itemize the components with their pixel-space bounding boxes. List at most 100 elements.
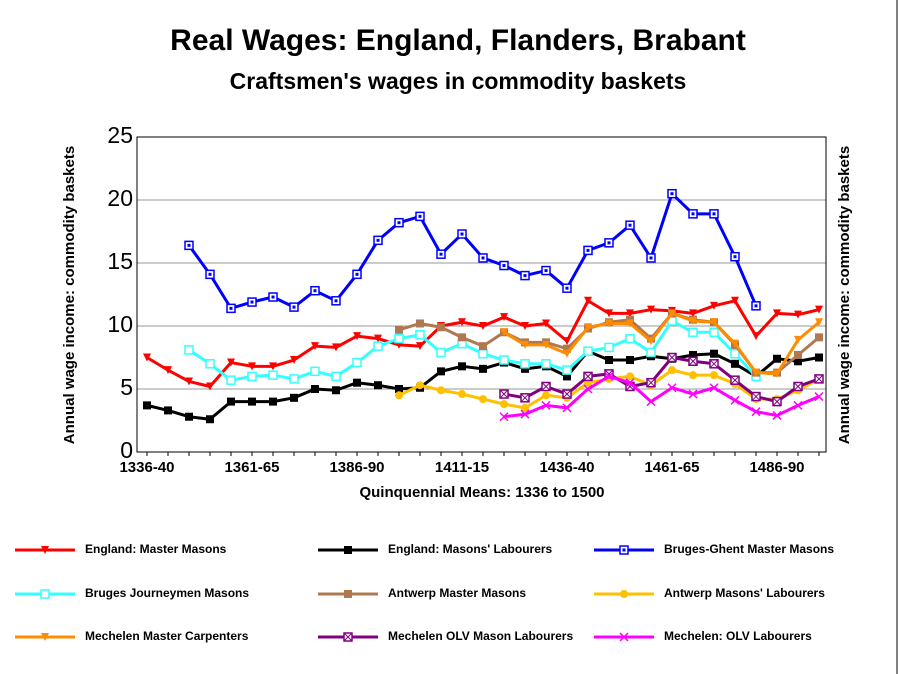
marker-part [460,232,464,236]
y-tick-label: 25 [107,122,133,148]
marker [625,378,635,388]
marker-part [647,305,655,314]
marker-part [205,359,215,369]
marker-part [689,309,697,318]
marker [668,309,676,318]
marker-part [208,272,212,276]
marker-part [542,391,550,400]
marker [458,318,466,327]
marker [688,327,698,338]
marker [751,407,761,417]
marker [416,342,424,351]
marker [206,415,214,424]
marker-part [815,318,823,327]
marker-part [689,371,697,380]
marker [374,334,382,343]
marker-part [437,386,445,395]
marker-part [352,357,362,368]
marker [620,590,628,598]
marker-part [248,362,256,371]
marker-part [479,395,487,404]
marker-part [247,371,257,382]
marker-part [311,385,319,393]
marker-part [646,347,656,358]
marker [269,362,277,371]
marker [667,383,677,393]
marker [709,327,719,338]
marker-part [269,362,277,371]
marker-part [481,256,485,260]
marker-part [479,342,487,351]
marker-part [605,319,613,328]
marker [458,390,466,399]
marker-part [646,378,656,388]
x-tick-label: 1336-40 [119,459,174,476]
marker-part [187,243,191,247]
x-tick-label: 1361-65 [224,459,279,476]
marker [646,347,656,358]
marker [626,372,634,381]
marker [227,397,235,406]
marker-part [815,305,823,314]
marker-part [502,264,506,268]
marker-part [437,367,445,376]
marker-part [752,368,760,377]
marker-part [712,212,716,216]
marker [458,333,466,342]
marker [752,368,760,377]
marker [206,382,214,391]
marker-part [269,397,277,406]
marker [542,319,550,328]
marker-part [458,362,466,371]
marker [437,367,445,376]
marker-part [395,325,403,334]
marker-part [773,309,781,318]
marker-part [521,364,529,373]
marker-part [271,295,275,299]
marker-part [416,381,424,390]
marker [563,372,571,381]
marker-part [185,412,193,421]
marker-part [544,269,548,273]
marker [437,323,445,332]
marker-part [794,357,802,366]
marker-part [374,334,382,343]
marker-part [688,327,698,338]
marker-part [626,372,634,381]
marker [41,546,49,554]
marker-part [605,309,613,318]
marker [541,359,551,369]
marker-part [668,366,676,375]
x-tick-label: 1461-65 [644,459,699,476]
legend-label: England: Master Masons [85,542,227,556]
marker-part [731,359,739,368]
marker [688,389,698,399]
marker [772,396,782,407]
series-line [503,356,820,404]
marker [773,354,781,363]
marker-part [227,397,235,406]
marker-part [373,341,383,351]
marker-part [499,355,509,365]
marker-part [772,410,782,420]
marker-part [647,337,655,346]
marker-part [689,316,697,325]
marker-part [586,248,590,252]
marker-part [521,322,529,330]
marker-part [332,343,340,352]
marker [562,283,572,293]
marker-part [289,374,299,384]
series-line [187,192,758,310]
marker [520,409,530,419]
marker-part [583,384,593,394]
marker-part [751,392,761,401]
marker [479,395,487,404]
marker-part [41,546,49,554]
marker [479,342,487,351]
marker [268,292,278,302]
marker-part [542,340,550,349]
marker-part [500,328,508,337]
marker-part [290,393,298,402]
marker [352,357,362,368]
marker [521,364,529,373]
